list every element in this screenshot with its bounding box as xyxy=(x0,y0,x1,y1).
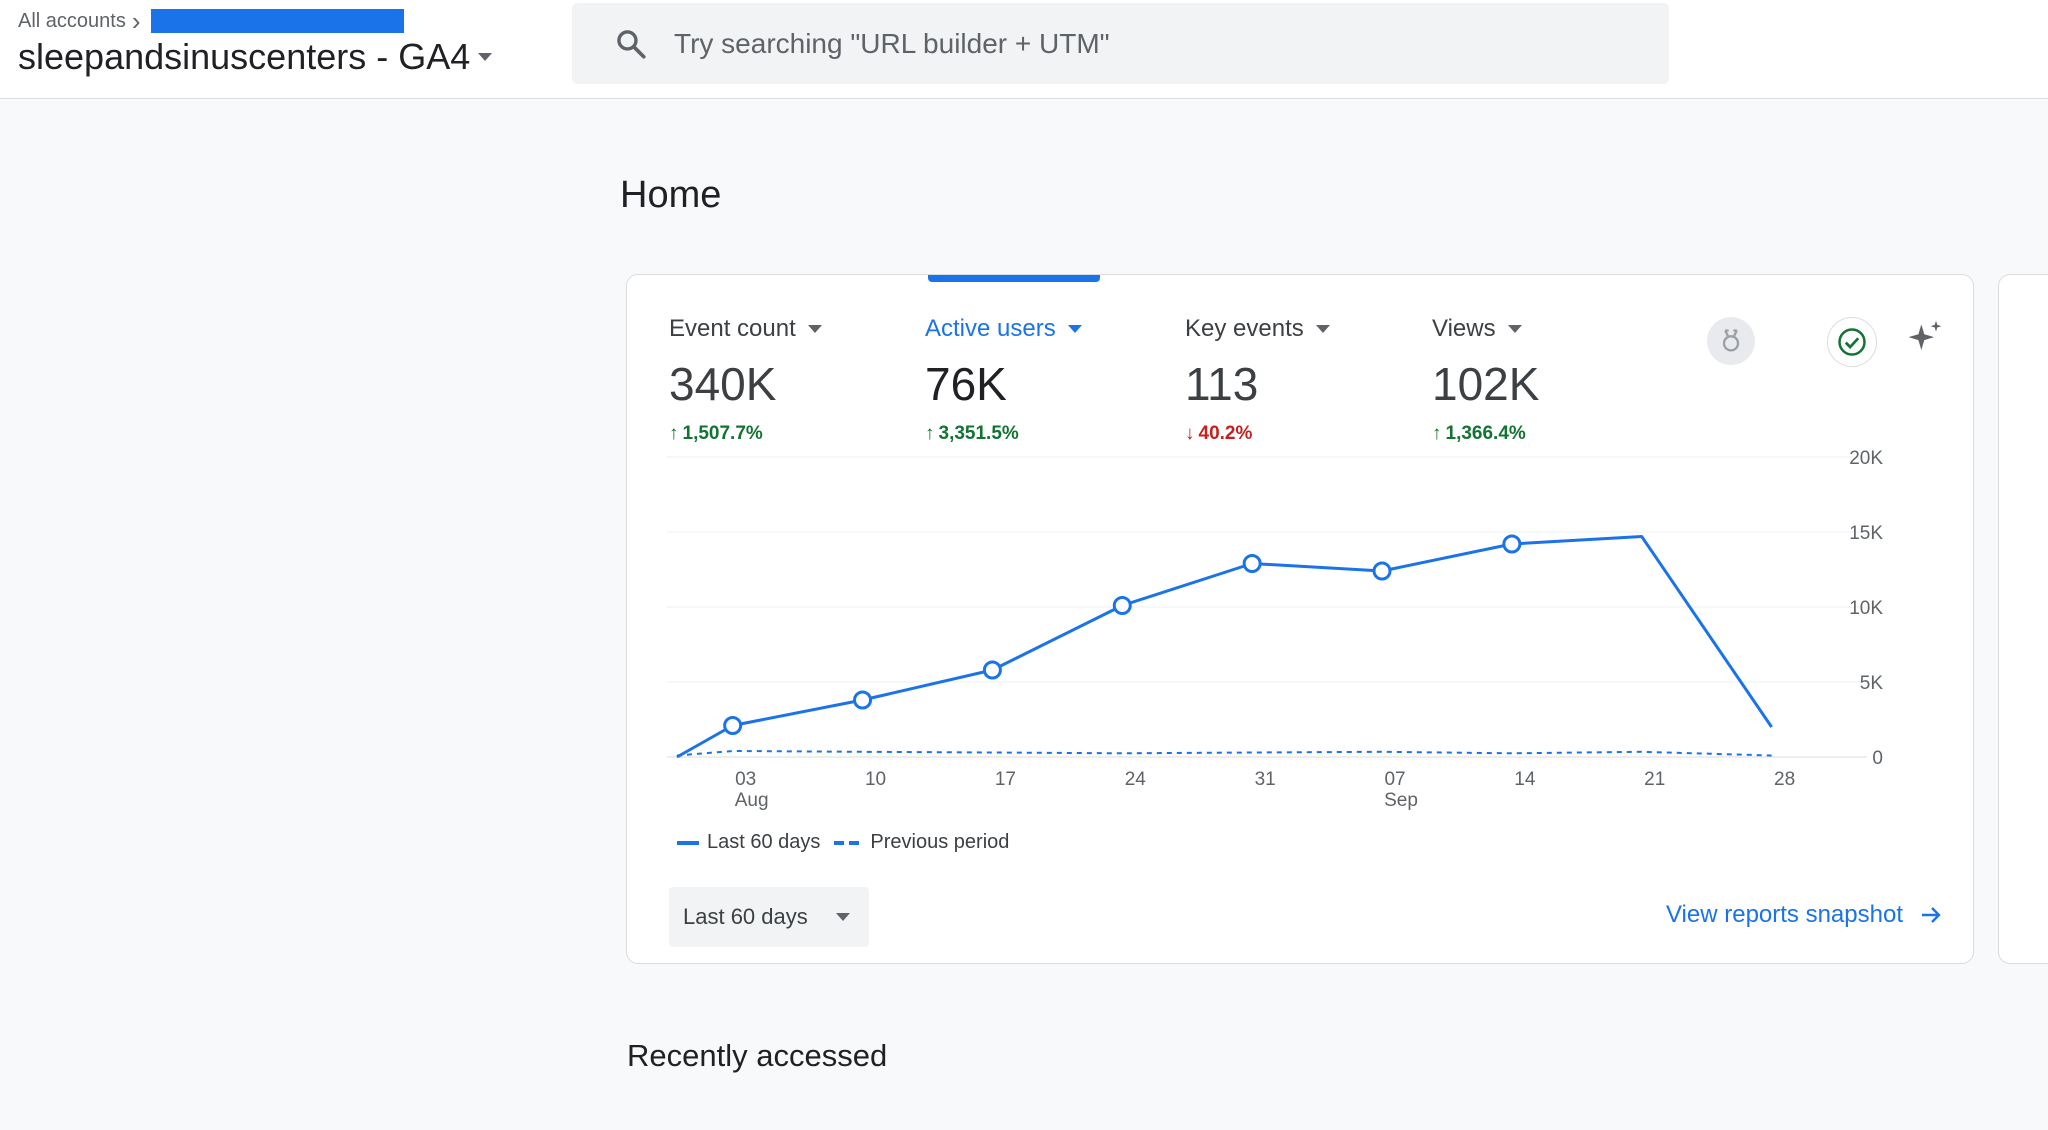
metric-value: 76K xyxy=(925,358,1007,410)
search-input[interactable] xyxy=(672,26,1576,61)
x-tick-label: 10 xyxy=(865,769,886,790)
metric-change-value: 40.2% xyxy=(1198,423,1253,444)
legend-current: Last 60 days xyxy=(707,831,821,853)
search-icon xyxy=(617,29,646,59)
arrow-down-icon: ↓ xyxy=(1185,423,1195,444)
legend-previous: Previous period xyxy=(870,831,1010,853)
caret-down-icon xyxy=(807,325,822,333)
check-circle-icon[interactable] xyxy=(1827,317,1877,367)
x-tick-label: 24 xyxy=(1125,769,1147,790)
metric-change-value: 3,351.5% xyxy=(938,423,1019,444)
chart-grid xyxy=(667,456,1867,758)
caret-down-icon xyxy=(478,53,493,61)
y-axis: 0 5K 10K 15K 20K xyxy=(1849,448,1883,769)
x-tick-label: 03 xyxy=(735,769,756,790)
metric-active-users[interactable]: Active users 76K ↑ 3,351.5% xyxy=(925,315,1082,445)
property-selector[interactable]: sleepandsinuscenters - GA4 xyxy=(18,36,493,78)
property-name: sleepandsinuscenters - GA4 xyxy=(18,36,471,77)
metric-label: Key events xyxy=(1185,315,1304,342)
y-tick-label: 15K xyxy=(1849,523,1883,544)
y-tick-label: 20K xyxy=(1849,448,1883,469)
active-metric-indicator xyxy=(928,275,1100,282)
view-reports-snapshot-link[interactable]: View reports snapshot xyxy=(1666,901,1943,929)
arrow-right-icon xyxy=(1922,907,1941,923)
date-range-button[interactable]: Last 60 days xyxy=(669,887,869,947)
x-tick-label: 14 xyxy=(1514,769,1536,790)
page-title: Home xyxy=(620,174,722,216)
data-point xyxy=(1502,534,1522,554)
metric-change-value: 1,366.4% xyxy=(1445,423,1526,444)
arrow-up-icon: ↑ xyxy=(669,423,679,444)
data-point xyxy=(1372,561,1392,581)
x-tick-label: 28 xyxy=(1774,769,1795,790)
metric-label: Views xyxy=(1432,315,1496,342)
medal-icon[interactable] xyxy=(1707,317,1755,365)
search-bar[interactable] xyxy=(572,3,1669,84)
breadcrumb: All accounts › xyxy=(18,8,404,34)
metric-change-value: 1,507.7% xyxy=(682,423,763,444)
legend-solid-swatch xyxy=(677,840,699,845)
metric-label: Event count xyxy=(669,315,796,342)
sparkle-icon[interactable] xyxy=(1901,315,1949,363)
arrow-up-icon: ↑ xyxy=(1432,423,1442,444)
metric-change: ↓ 40.2% xyxy=(1185,423,1330,445)
y-tick-label: 0 xyxy=(1872,748,1883,769)
arrow-up-icon: ↑ xyxy=(925,423,935,444)
y-tick-label: 5K xyxy=(1860,673,1884,694)
caret-down-icon xyxy=(835,913,850,921)
snapshot-link-label: View reports snapshot xyxy=(1665,901,1903,928)
series-line-current xyxy=(676,535,1773,759)
metric-change: ↑ 1,507.7% xyxy=(669,423,822,445)
caret-down-icon xyxy=(1315,325,1330,333)
date-range-label: Last 60 days xyxy=(683,904,808,929)
caret-down-icon xyxy=(1507,325,1522,333)
caret-down-icon xyxy=(1067,325,1082,333)
legend-dashed-swatch xyxy=(834,840,861,845)
series-line-previous xyxy=(676,750,1772,757)
metric-key-events[interactable]: Key events 113 ↓ 40.2% xyxy=(1185,315,1330,445)
overview-card: Event count 340K ↑ 1,507.7% Active users … xyxy=(626,274,1974,964)
x-tick-label: 21 xyxy=(1644,769,1665,790)
metric-change: ↑ 1,366.4% xyxy=(1432,423,1539,445)
metric-value: 102K xyxy=(1432,358,1540,410)
x-tick-sublabel: Sep xyxy=(1384,790,1418,811)
metric-value: 340K xyxy=(669,358,777,410)
side-card-partial xyxy=(1998,274,2048,964)
x-tick-sublabel: Aug xyxy=(735,790,769,811)
chart-series xyxy=(676,534,1773,759)
x-tick-label: 31 xyxy=(1255,769,1276,790)
metric-label: Active users xyxy=(925,315,1056,342)
top-bar: All accounts › sleepandsinuscenters - GA… xyxy=(0,0,2048,99)
metric-event-count[interactable]: Event count 340K ↑ 1,507.7% xyxy=(669,315,822,445)
chevron-right-icon: › xyxy=(131,6,141,36)
breadcrumb-all-accounts[interactable]: All accounts xyxy=(18,9,126,32)
chart-legend: Last 60 days Previous period xyxy=(677,831,1009,854)
x-tick-label: 17 xyxy=(995,769,1016,790)
x-tick-label: 07 xyxy=(1384,769,1405,790)
metric-views[interactable]: Views 102K ↑ 1,366.4% xyxy=(1432,315,1539,445)
data-point xyxy=(1242,554,1262,573)
metric-value: 113 xyxy=(1185,358,1259,410)
data-point xyxy=(853,690,873,710)
redacted-account-name xyxy=(150,9,404,33)
y-tick-label: 10K xyxy=(1849,598,1883,619)
data-point xyxy=(1112,596,1132,615)
metric-change: ↑ 3,351.5% xyxy=(925,423,1082,445)
data-point xyxy=(982,660,1002,680)
data-point xyxy=(723,716,743,735)
recently-accessed-heading: Recently accessed xyxy=(627,1038,888,1073)
